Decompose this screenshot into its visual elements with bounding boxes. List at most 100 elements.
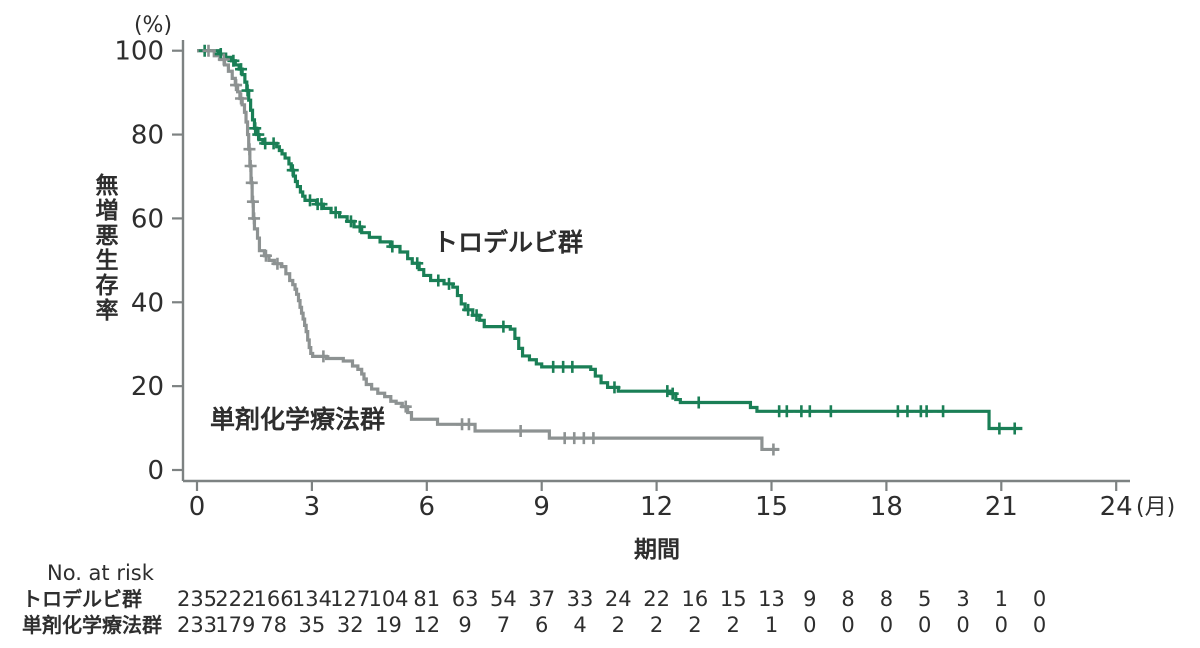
- at-risk-value: 0: [841, 613, 854, 637]
- censor-mark: [241, 84, 254, 97]
- at-risk-value: 222: [215, 587, 255, 611]
- censor-mark: [470, 309, 483, 322]
- censor-mark: [399, 400, 412, 413]
- at-risk-value: 2: [688, 613, 701, 637]
- chemo-curve-label: 単剤化学療法群: [210, 405, 385, 434]
- censor-mark: [462, 303, 475, 316]
- at-risk-value: 127: [330, 587, 370, 611]
- x-tick-label: 15: [755, 492, 788, 522]
- censor-mark: [249, 122, 262, 135]
- at-risk-value: 0: [1033, 587, 1046, 611]
- at-risk-value: 8: [880, 587, 893, 611]
- at-risk-value: 37: [528, 587, 555, 611]
- at-risk-value: 0: [880, 613, 893, 637]
- censor-mark: [317, 350, 330, 363]
- at-risk-value: 0: [956, 613, 969, 637]
- x-axis-ticks: 0 3 6 9 12 15 18 21 24: [189, 482, 1133, 522]
- at-risk-value: 54: [490, 587, 517, 611]
- at-risk-row-label-chemo: 単剤化学療法群: [22, 613, 162, 637]
- at-risk-value: 2: [650, 613, 663, 637]
- at-risk-title: No. at risk: [47, 561, 155, 585]
- at-risk-value: 13: [758, 587, 785, 611]
- at-risk-value: 0: [995, 613, 1008, 637]
- at-risk-value: 6: [535, 613, 548, 637]
- at-risk-value: 2: [612, 613, 625, 637]
- y-tick-label: 20: [131, 372, 164, 402]
- y-axis-unit-label: (%): [134, 13, 172, 38]
- censor-mark: [271, 257, 284, 270]
- at-risk-value: 33: [567, 587, 594, 611]
- at-risk-value: 35: [299, 613, 326, 637]
- censor-mark: [230, 79, 243, 92]
- at-risk-value: 166: [254, 587, 294, 611]
- censor-mark: [286, 164, 299, 177]
- at-risk-value: 104: [368, 587, 408, 611]
- censor-mark: [803, 405, 816, 418]
- at-risk-value: 0: [918, 613, 931, 637]
- at-risk-value: 3: [956, 587, 969, 611]
- censor-mark: [824, 405, 837, 418]
- censor-mark: [901, 405, 914, 418]
- at-risk-value: 8: [841, 587, 854, 611]
- censor-mark: [248, 212, 261, 225]
- at-risk-value: 0: [803, 613, 816, 637]
- y-axis-ticks: 0 20 40 60 80 100: [114, 37, 182, 486]
- censor-mark: [259, 249, 272, 262]
- at-risk-value: 12: [413, 613, 440, 637]
- y-tick-label: 80: [131, 121, 164, 151]
- censor-mark: [244, 160, 257, 173]
- y-tick-label: 0: [147, 456, 164, 486]
- at-risk-value: 81: [413, 587, 440, 611]
- y-tick-label: 100: [114, 37, 164, 67]
- trodelvy-curve-label: トロデルビ群: [433, 228, 583, 257]
- at-risk-value: 15: [720, 587, 747, 611]
- censor-mark: [235, 92, 248, 105]
- x-tick-label: 3: [304, 492, 321, 522]
- censor-mark: [329, 206, 342, 219]
- x-tick-label: 21: [985, 492, 1018, 522]
- censor-mark: [217, 53, 230, 66]
- censor-mark: [443, 277, 456, 290]
- at-risk-value: 7: [497, 613, 510, 637]
- x-tick-label: 9: [533, 492, 550, 522]
- x-tick-label: 12: [640, 492, 673, 522]
- x-tick-label: 18: [870, 492, 903, 522]
- at-risk-row-label-trodelvy: トロデルビ群: [22, 587, 142, 611]
- censor-mark: [920, 405, 933, 418]
- x-axis-unit-label: (月): [1136, 495, 1175, 520]
- y-axis-title: 無増悪生存率: [91, 173, 119, 323]
- km-curve-0: [197, 49, 1023, 431]
- at-risk-value: 19: [375, 613, 402, 637]
- at-risk-value: 63: [452, 587, 479, 611]
- censor-mark: [661, 385, 674, 398]
- censor-mark: [353, 220, 366, 233]
- censor-mark: [202, 44, 215, 57]
- censor-mark: [937, 405, 950, 418]
- at-risk-value: 1: [995, 587, 1008, 611]
- censor-mark: [462, 418, 475, 431]
- survival-curves: [197, 49, 1023, 452]
- censor-mark: [780, 405, 793, 418]
- censor-mark: [587, 432, 600, 445]
- censor-mark: [432, 274, 445, 287]
- at-risk-value: 233: [177, 613, 217, 637]
- y-tick-label: 40: [131, 288, 164, 318]
- km-curve-1: [197, 49, 780, 452]
- at-risk-value: 24: [605, 587, 632, 611]
- censor-mark: [344, 215, 357, 228]
- at-risk-value: 134: [292, 587, 332, 611]
- censor-mark: [692, 396, 705, 409]
- censor-mark: [267, 137, 280, 150]
- at-risk-value: 1: [765, 613, 778, 637]
- censor-marks: [198, 44, 1021, 456]
- x-tick-label: 0: [189, 492, 206, 522]
- censor-mark: [608, 381, 621, 394]
- censor-mark: [497, 320, 510, 333]
- censor-mark: [767, 443, 780, 456]
- at-risk-value: 78: [260, 613, 287, 637]
- censor-mark: [245, 176, 258, 189]
- at-risk-value: 9: [458, 613, 471, 637]
- at-risk-value: 2: [727, 613, 740, 637]
- censor-mark: [666, 387, 679, 400]
